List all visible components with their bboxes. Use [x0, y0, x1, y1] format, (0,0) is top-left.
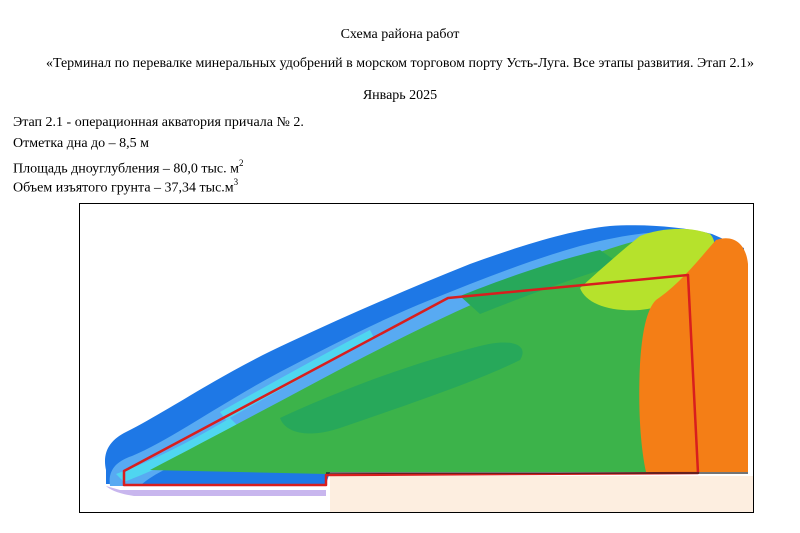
cyan-water-strip — [116, 418, 238, 482]
area-unit-superscript: 2 — [239, 158, 244, 168]
orange-zone — [639, 238, 748, 472]
cyan-water-strip-2 — [220, 330, 374, 420]
excavated-volume-text: Объем изъятого грунта – 37,34 тыс.м — [13, 180, 234, 196]
dredging-area-text: Площадь дноуглубления – 80,0 тыс. м — [13, 161, 240, 177]
lilac-edge — [106, 486, 326, 496]
map-canvas — [104, 225, 753, 512]
volume-unit-superscript: 3 — [233, 177, 239, 187]
dredging-area: Площадь дноуглубления – 80,0 тыс. м2 — [13, 155, 244, 179]
excavated-volume: Объем изъятого грунта – 37,34 тыс.м3 — [13, 174, 238, 198]
stage-description: Этап 2.1 - операционная акватория причал… — [13, 115, 304, 130]
bottom-depth: Отметка дна до – 8,5 м — [13, 136, 150, 151]
dredging-zone-dark-green — [280, 342, 523, 434]
dredging-zone-dark-green-2 — [460, 250, 620, 314]
shore-area — [330, 476, 753, 512]
schema-title: Схема района работ — [340, 27, 460, 42]
date-label: Январь 2025 — [362, 88, 438, 103]
project-title: «Терминал по перевалке минеральных удобр… — [45, 56, 755, 71]
work-area-map — [79, 203, 754, 513]
dredging-boundary — [122, 273, 700, 487]
